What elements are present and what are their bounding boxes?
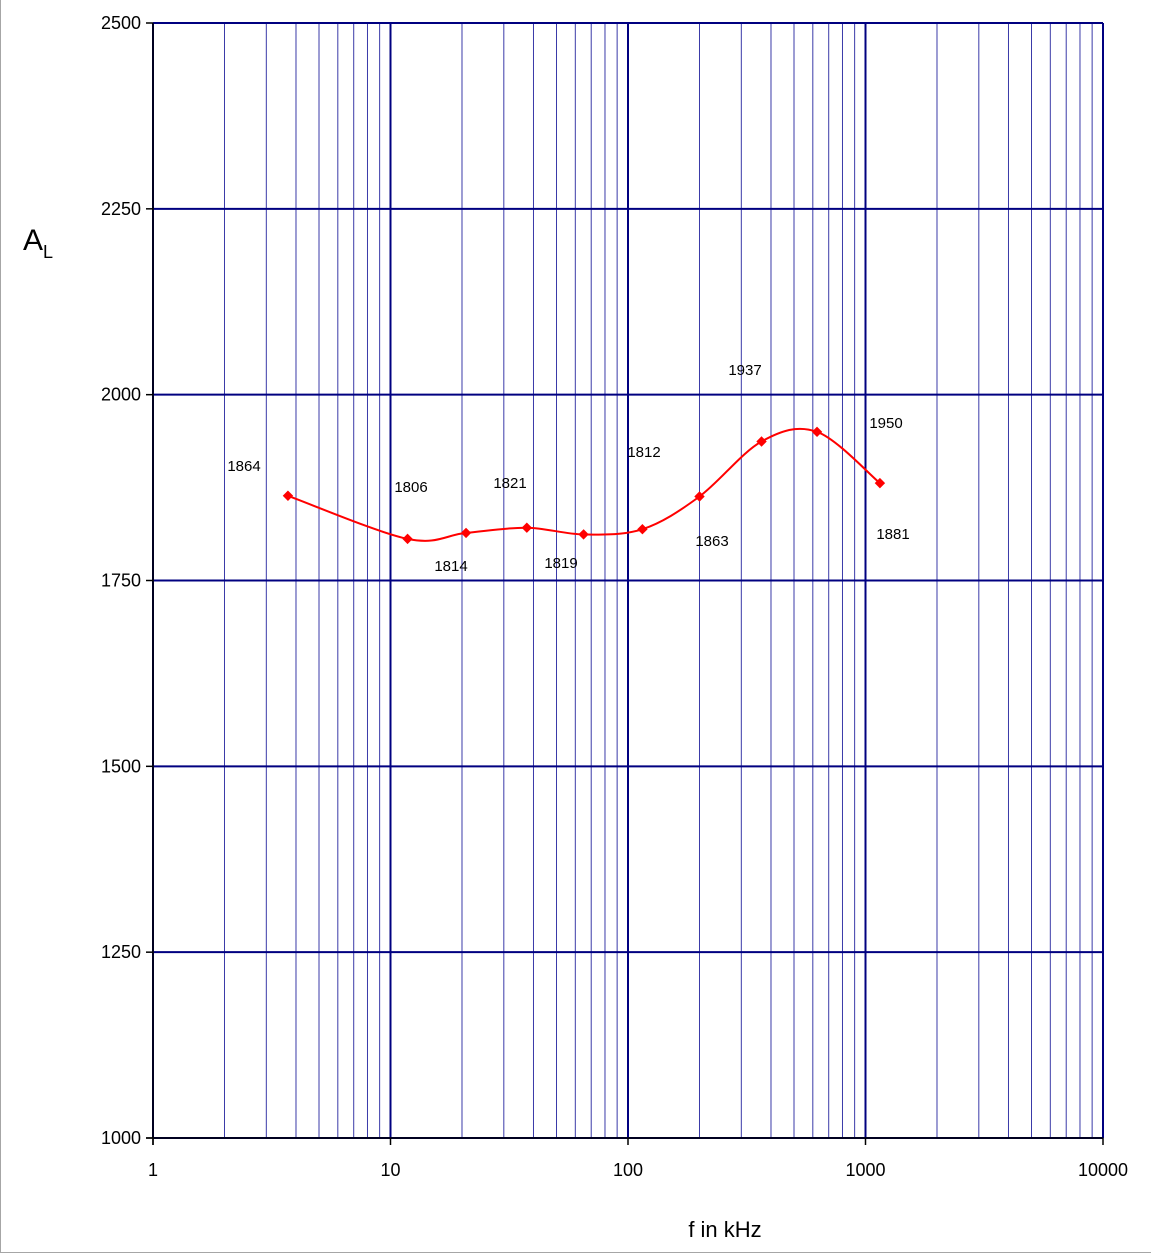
y-tick-label: 1500	[101, 756, 141, 776]
x-tick-label: 1000	[845, 1160, 885, 1180]
series	[282, 426, 886, 545]
grid	[152, 22, 1104, 1139]
y-tick-label: 1250	[101, 942, 141, 962]
data-label: 1864	[227, 458, 260, 475]
x-tick-label: 100	[613, 1160, 643, 1180]
data-label: 1821	[493, 475, 526, 492]
y-tick-label: 1750	[101, 571, 141, 591]
x-tick-label: 10000	[1078, 1160, 1128, 1180]
data-point	[874, 477, 886, 489]
tick-labels: 1000 1250 1500 1750 2000 2250 2500 1 10 100 1000 10…	[101, 13, 1128, 1180]
data-point	[811, 426, 823, 438]
y-tick-label: 1000	[101, 1128, 141, 1148]
x-tick-label: 1	[148, 1160, 158, 1180]
data-point	[694, 491, 705, 502]
x-tick-label: 10	[380, 1160, 400, 1180]
data-labels: 1864 1806 1814 1821 1812 1819 1863 1937 1950 1881	[227, 362, 909, 575]
y-tick-label: 2500	[101, 13, 141, 33]
data-point	[521, 522, 533, 533]
data-point	[402, 533, 413, 545]
data-label: 1863	[695, 533, 728, 550]
data-point	[637, 524, 648, 535]
data-point	[756, 436, 767, 447]
axes	[146, 22, 1104, 1145]
y-tick-label: 2250	[101, 199, 141, 219]
y-tick-label: 2000	[101, 385, 141, 405]
data-label: 1814	[434, 558, 467, 575]
series-line	[287, 427, 881, 542]
data-label: 1819	[544, 555, 577, 572]
data-label: 1812	[627, 444, 660, 461]
data-label: 1881	[876, 526, 909, 543]
data-label: 1950	[869, 415, 902, 432]
data-point	[460, 527, 472, 539]
data-point	[578, 529, 589, 540]
data-label: 1937	[728, 362, 761, 379]
x-axis-title: f in kHz	[688, 1217, 761, 1242]
data-point	[282, 490, 294, 501]
data-label: 1806	[394, 479, 427, 496]
y-axis-title: AL	[23, 224, 53, 262]
